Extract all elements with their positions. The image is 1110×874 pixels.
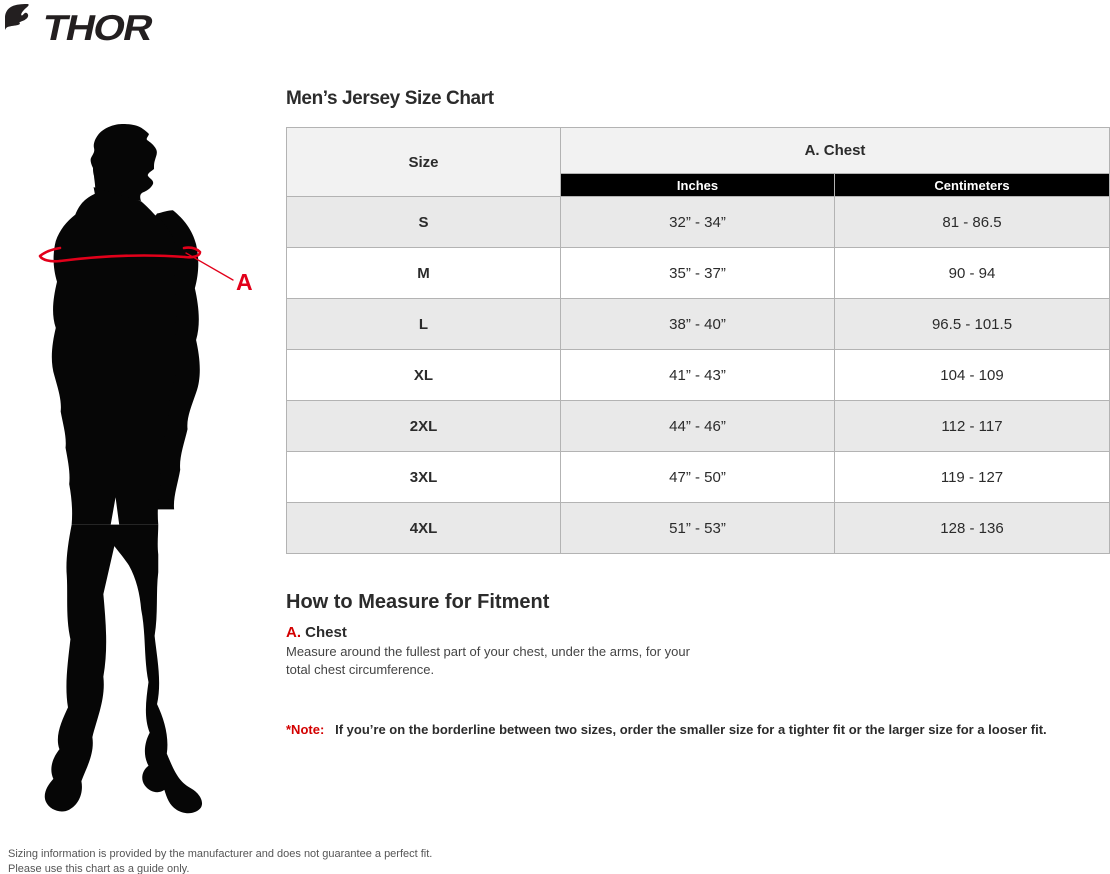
svg-text:A: A — [236, 269, 253, 295]
